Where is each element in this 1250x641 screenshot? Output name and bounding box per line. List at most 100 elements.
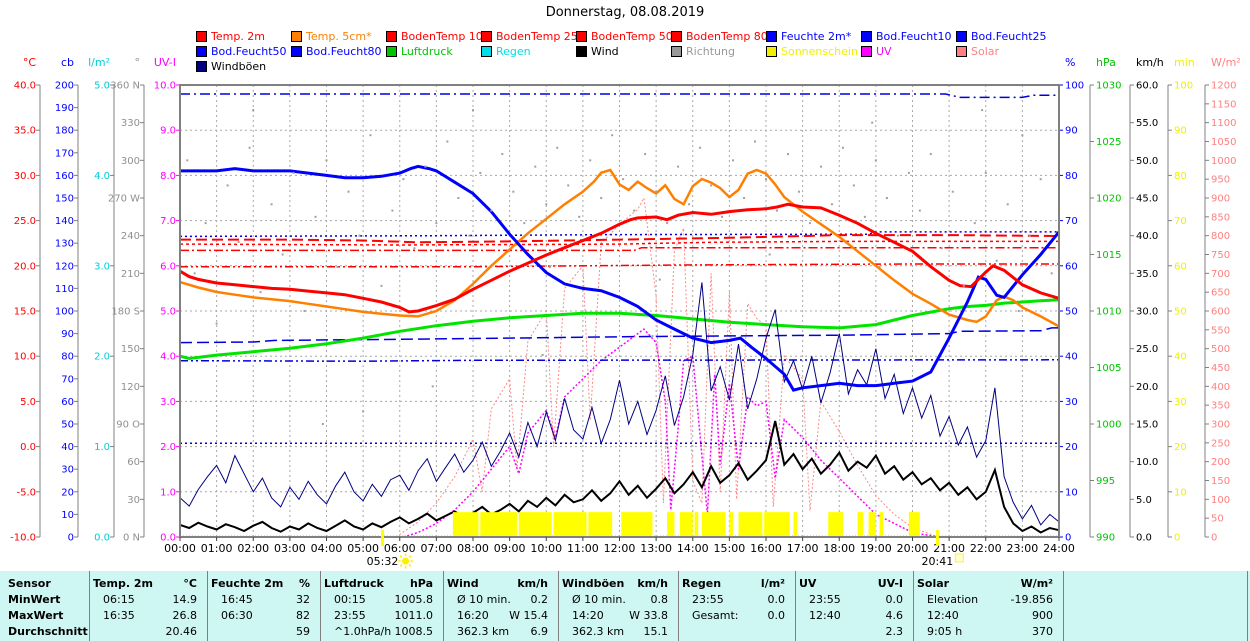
stats-row-label: Durchschnitt — [8, 625, 88, 638]
axis-tick-label: 70 — [61, 374, 74, 385]
table-divider — [320, 571, 321, 641]
axis-tick-label: 40.0 — [1136, 231, 1158, 242]
axis-tick-label: 1100 — [1211, 118, 1236, 129]
axis-tick-label: 900 — [1211, 194, 1230, 205]
legend-color-swatch-icon — [196, 46, 207, 57]
x-axis-label: 22:00 — [970, 542, 1002, 555]
stats-row: 59 — [211, 624, 310, 640]
axis-tick-label: 1000 — [1211, 156, 1236, 167]
stats-row-label: ^1.0hPa/h — [334, 625, 392, 638]
x-axis-label: 19:00 — [860, 542, 892, 555]
axis-hum: % 0 10 20 30 40 50 60 70 80 90 100 — [1059, 56, 1084, 544]
axis-tick-label: 1.0 — [160, 487, 176, 498]
axis-tick-label: 10 — [61, 510, 74, 521]
stats-row: MinWert — [8, 592, 79, 608]
axis-tick-label: 40 — [61, 442, 74, 453]
stats-row-label: 06:15 — [103, 593, 135, 606]
stats-row: 23:55 1011.0 — [324, 608, 433, 624]
axis-tick-label: 800 — [1211, 231, 1230, 242]
axis-tick-label: 360 N — [110, 81, 140, 92]
axis-tick-label: 160 — [55, 171, 74, 182]
axis-tick-label: 0 — [1065, 533, 1071, 544]
legend-item: Bod.Feucht10 — [861, 29, 956, 44]
axis-temp: °C -10.0 -5.0 0.0 5.0 10.0 15.0 20.0 25.0 30.0 35.… — [10, 56, 41, 544]
x-axis-label: 15:00 — [714, 542, 746, 555]
axis-tick-label: 60.0 — [1136, 81, 1158, 92]
axis-tick-label: 600 — [1211, 307, 1230, 318]
stats-row: 16:45 32 — [211, 592, 310, 608]
axis-tick-label: 20 — [1174, 442, 1187, 453]
stats-row-label: 14:20 — [572, 609, 604, 622]
stats-row-value: 0.0 — [767, 593, 786, 606]
stats-column-header: Sensor — [8, 577, 51, 590]
axis-tick-label: 40 — [1174, 352, 1187, 363]
stats-row-value: 20.46 — [165, 625, 198, 638]
legend-item: Windböen — [196, 59, 291, 74]
stats-row-label: 06:30 — [221, 609, 253, 622]
stats-column-unit: UV-I — [877, 577, 903, 590]
stats-row-label: Gesamt: — [692, 609, 739, 622]
axis-tick-label: 130 — [55, 239, 74, 250]
legend-color-swatch-icon — [956, 31, 967, 42]
x-axis-label: 16:00 — [750, 542, 782, 555]
x-axis-label: 01:00 — [201, 542, 233, 555]
stats-row-label: 16:45 — [221, 593, 253, 606]
legend-color-swatch-icon — [196, 61, 207, 72]
axis-unit-solar: W/m² — [1211, 56, 1241, 69]
legend-color-swatch-icon — [196, 31, 207, 42]
legend-item-label: BodenTemp 10 — [401, 30, 483, 43]
stats-column-wind: Wind km/h Ø 10 min. 0.2 16:20 W 15.4 362.3 km 6… — [447, 576, 548, 640]
axis-tick-label: 50 — [61, 420, 74, 431]
axis-tick-label: 5.0 — [20, 397, 36, 408]
legend-item-label: Sonnenschein — [781, 45, 858, 58]
legend-color-swatch-icon — [766, 46, 777, 57]
series-bodentemp50 — [180, 246, 1059, 252]
x-axis-labels: 00:00 01:00 02:00 03:00 04:00 05:00 06:00 07:00… — [164, 542, 1075, 555]
axis-tick-label: 100 — [1065, 81, 1084, 92]
axis-tick-label: 750 — [1211, 250, 1230, 261]
legend-color-swatch-icon — [291, 31, 302, 42]
axis-tick-label: 30 — [127, 495, 140, 506]
legend-item-label: BodenTemp 25 — [496, 30, 578, 43]
x-axis-label: 09:00 — [494, 542, 526, 555]
x-axis-label: 11:00 — [567, 542, 599, 555]
series-windboeen — [179, 282, 1060, 526]
legend-row: Windböen — [196, 59, 1051, 74]
stats-column-header: Solar — [917, 577, 950, 590]
axis-tick-label: 20.0 — [1136, 382, 1158, 393]
axis-tick-label: 300 — [1211, 420, 1230, 431]
legend-color-swatch-icon — [386, 46, 397, 57]
stats-row-label: MinWert — [8, 593, 61, 606]
axis-tick-label: 500 — [1211, 344, 1230, 355]
stats-row: Elevation -19.856 — [917, 592, 1053, 608]
axis-tick-label: 190 — [55, 103, 74, 114]
stats-row-value: 15.1 — [643, 625, 669, 638]
axis-tick-label: 5.0 — [1136, 495, 1152, 506]
stats-column-uv: UV UV-I 23:55 0.0 12:40 4.6 2.3 — [799, 576, 903, 640]
axis-tick-label: 700 — [1211, 269, 1230, 280]
legend-item-label: BodenTemp 80 — [686, 30, 768, 43]
legend-item: Regen — [481, 44, 576, 59]
stats-row: Ø 10 min. 0.8 — [562, 592, 668, 608]
legend-item: Feuchte 2m* — [766, 29, 861, 44]
axis-tick-label: 0.0 — [94, 533, 110, 544]
sunset-icon — [954, 553, 964, 563]
axis-tick-label: 1050 — [1211, 137, 1236, 148]
legend-item: Bod.Feucht25 — [956, 29, 1051, 44]
axis-tick-label: 45.0 — [1136, 194, 1158, 205]
x-axis-label: 00:00 — [164, 542, 196, 555]
axis-tick-label: 80 — [1174, 171, 1187, 182]
series-layer — [179, 93, 1061, 538]
axis-tick-label: 5.0 — [160, 307, 176, 318]
x-axis-label: 04:00 — [311, 542, 343, 555]
stats-row: 14:20 W 33.8 — [562, 608, 668, 624]
axis-tick-label: 6.0 — [160, 261, 176, 272]
stats-column-temp-2m: Temp. 2m °C 06:15 14.9 16:35 26.8 20.46 — [93, 576, 197, 640]
axis-tick-label: 1015 — [1096, 250, 1121, 261]
axis-tick-label: 80 — [1065, 171, 1078, 182]
x-axis-label: 10:00 — [530, 542, 562, 555]
axis-tick-label: 30.0 — [14, 171, 36, 182]
stats-column-windb-en: Windböen km/h Ø 10 min. 0.8 14:20 W 33.8 362.3… — [562, 576, 668, 640]
series-bodentemp10 — [180, 234, 1060, 244]
